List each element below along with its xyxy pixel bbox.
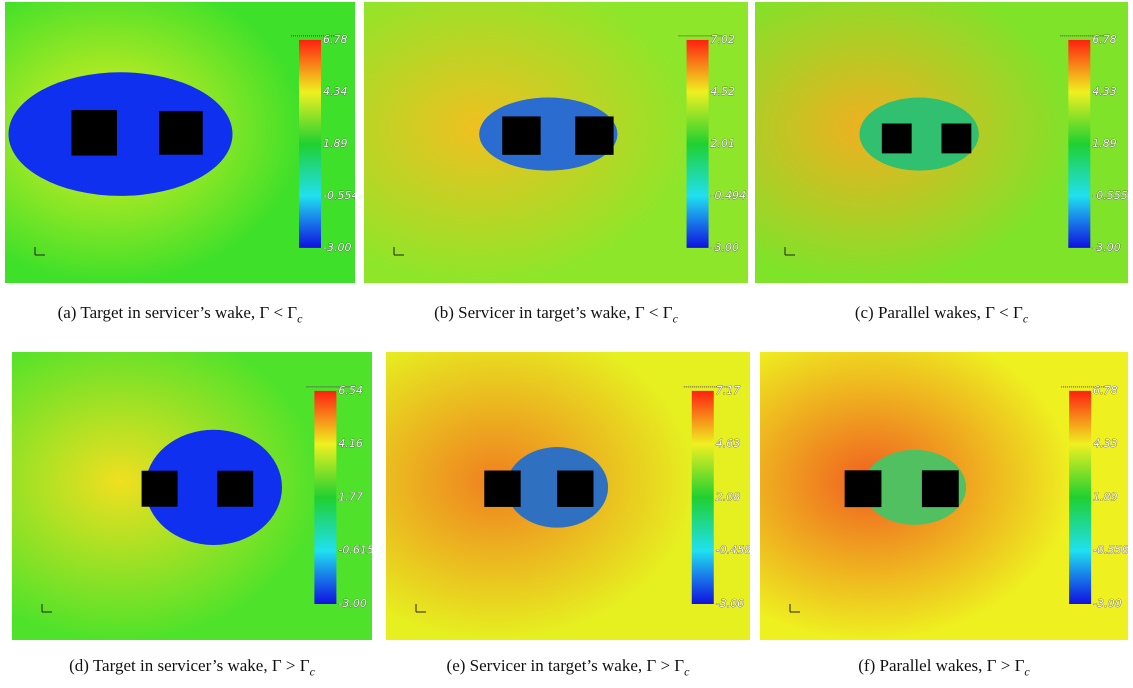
- caption: (f) Parallel wakes, Γ > Γc: [760, 656, 1128, 679]
- colorbar-label: 6.78: [1093, 384, 1118, 397]
- colorbar: [692, 391, 714, 604]
- caption-text: Parallel wakes, Γ > Γ: [880, 656, 1025, 675]
- colorbar-label: 6.54: [338, 384, 363, 397]
- colorbar-label: 4.16: [338, 437, 363, 450]
- simulation-panel: 7.17 4.63 2.08 -0.458 -3.00: [386, 352, 750, 640]
- colorbar-label: 7.02: [711, 33, 736, 46]
- caption-subscript: c: [684, 664, 689, 678]
- spacecraft-body: [845, 470, 882, 507]
- caption-label: (c): [855, 303, 874, 322]
- spacecraft-body: [142, 471, 178, 507]
- colorbar-label: 1.89: [1092, 137, 1117, 150]
- simulation-panel: 6.78 4.33 1.89 -0.556 -3.00: [760, 352, 1128, 640]
- colorbar: [687, 40, 709, 248]
- colorbar-label: -3.00: [338, 597, 366, 610]
- caption: (b) Servicer in target’s wake, Γ < Γc: [364, 303, 748, 326]
- colorbar-label: -3.00: [1092, 241, 1120, 254]
- caption-text: Target in servicer’s wake, Γ > Γ: [93, 656, 310, 675]
- spacecraft-body: [217, 471, 253, 507]
- caption-label: (b): [434, 303, 454, 322]
- simulation-panel: 7.02 4.52 2.01 -0.494 -3.00: [364, 2, 748, 283]
- colorbar-label: 4.33: [1093, 437, 1118, 450]
- colorbar-label: 6.78: [1092, 33, 1117, 46]
- caption-label: (a): [58, 303, 77, 322]
- caption: (a) Target in servicer’s wake, Γ < Γc: [5, 303, 355, 326]
- caption-text: Servicer in target’s wake, Γ < Γ: [458, 303, 672, 322]
- caption-subscript: c: [673, 311, 678, 325]
- caption-label: (d): [69, 656, 89, 675]
- colorbar-label: 4.34: [323, 85, 348, 98]
- colorbar-label: -3.00: [711, 241, 739, 254]
- caption-subscript: c: [310, 664, 315, 678]
- colorbar-label: -0.556: [1093, 544, 1128, 557]
- colorbar-label: -3.00: [716, 597, 744, 610]
- colorbar-label: 4.33: [1092, 85, 1117, 98]
- colorbar-label: 2.01: [711, 137, 736, 150]
- colorbar: [1069, 391, 1091, 604]
- caption-label: (e): [447, 656, 466, 675]
- figure: {"panels": [ {"label": "(a)", "caption":…: [0, 0, 1133, 688]
- simulation-panel: 6.54 4.16 1.77 -0.615 -3.00: [12, 352, 372, 640]
- caption-text: Target in servicer’s wake, Γ < Γ: [80, 303, 297, 322]
- spacecraft-body: [575, 116, 613, 154]
- spacecraft-body: [942, 124, 972, 154]
- caption-label: (f): [858, 656, 875, 675]
- colorbar: [314, 391, 336, 604]
- colorbar-label: -0.615: [338, 544, 372, 557]
- simulation-panel: 6.78 4.33 1.89 -0.555 -3.00: [755, 2, 1128, 283]
- caption: (c) Parallel wakes, Γ < Γc: [755, 303, 1128, 326]
- colorbar-label: 1.89: [1093, 490, 1118, 503]
- colorbar-label: 4.63: [716, 437, 741, 450]
- caption-text: Servicer in target’s wake, Γ > Γ: [470, 656, 684, 675]
- colorbar-label: 1.89: [323, 137, 348, 150]
- colorbar-label: 7.17: [716, 384, 741, 397]
- spacecraft-body: [882, 124, 912, 154]
- colorbar-label: 1.77: [338, 490, 363, 503]
- caption-text: Parallel wakes, Γ < Γ: [878, 303, 1023, 322]
- colorbar: [299, 40, 321, 248]
- caption: (d) Target in servicer’s wake, Γ > Γc: [12, 656, 372, 679]
- spacecraft-body: [922, 470, 959, 507]
- spacecraft-body: [72, 110, 118, 156]
- colorbar-label: 6.78: [323, 33, 348, 46]
- colorbar-label: 2.08: [716, 490, 741, 503]
- simulation-panel: 6.78 4.34 1.89 -0.554 -3.00: [5, 2, 355, 283]
- caption: (e) Servicer in target’s wake, Γ > Γc: [386, 656, 750, 679]
- spacecraft-body: [502, 116, 540, 154]
- colorbar-label: -0.554: [323, 189, 355, 202]
- colorbar-label: -0.494: [711, 189, 746, 202]
- caption-subscript: c: [1024, 664, 1029, 678]
- colorbar-label: -3.00: [323, 241, 351, 254]
- spacecraft-body: [484, 471, 520, 507]
- colorbar-label: -3.00: [1093, 597, 1121, 610]
- colorbar-label: -0.555: [1092, 189, 1127, 202]
- caption-subscript: c: [297, 311, 302, 325]
- colorbar-label: -0.458: [716, 544, 750, 557]
- caption-subscript: c: [1023, 311, 1028, 325]
- spacecraft-body: [557, 471, 593, 507]
- colorbar: [1068, 40, 1090, 248]
- colorbar-label: 4.52: [711, 85, 736, 98]
- spacecraft-body: [159, 111, 203, 155]
